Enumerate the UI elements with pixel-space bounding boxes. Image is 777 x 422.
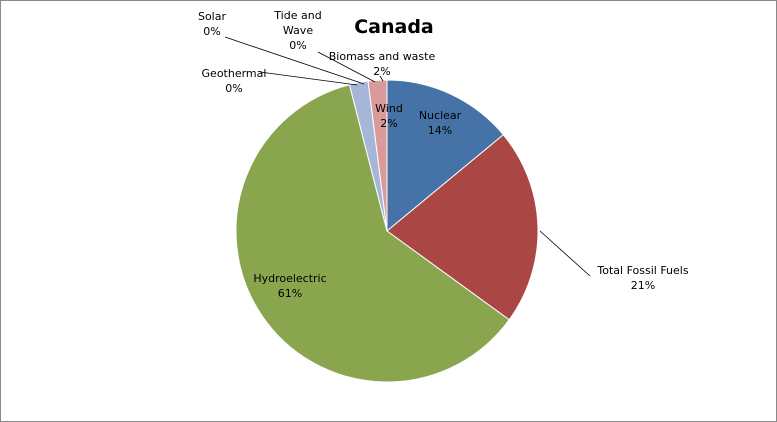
data-label-geothermal: Geothermal 0% — [202, 67, 267, 95]
data-label-biomass-and-waste: Biomass and waste 2% — [329, 50, 436, 78]
pie-slice-biomass-and-waste — [367, 79, 388, 232]
data-label-solar: Solar 0% — [198, 10, 227, 38]
data-label-tide-and-wave: Tide and Wave 0% — [273, 9, 321, 52]
leader-lines — [224, 36, 591, 277]
leader-line-solar — [224, 36, 365, 85]
pie-slices — [235, 79, 539, 383]
leader-line-geothermal — [259, 71, 358, 86]
leader-line-tide-and-wave — [317, 51, 376, 83]
data-label-wind: Wind 2% — [375, 102, 403, 130]
data-label-total-fossil-fuels: Total Fossil Fuels 21% — [596, 264, 688, 292]
data-labels: Nuclear 14% Total Fossil Fuels 21% Hydroelec… — [198, 9, 689, 300]
leader-line-biomass-and-waste — [379, 75, 384, 82]
pie-slice-hydroelectric — [235, 84, 510, 383]
pie-slice-total-fossil-fuels — [386, 134, 539, 321]
leader-line-total-fossil-fuels — [539, 230, 591, 277]
data-label-nuclear: Nuclear 14% — [419, 109, 462, 137]
chart-title: Canada — [354, 16, 434, 38]
data-label-hydroelectric: Hydroelectric 61% — [253, 272, 326, 300]
pie-slice-nuclear — [386, 79, 505, 233]
